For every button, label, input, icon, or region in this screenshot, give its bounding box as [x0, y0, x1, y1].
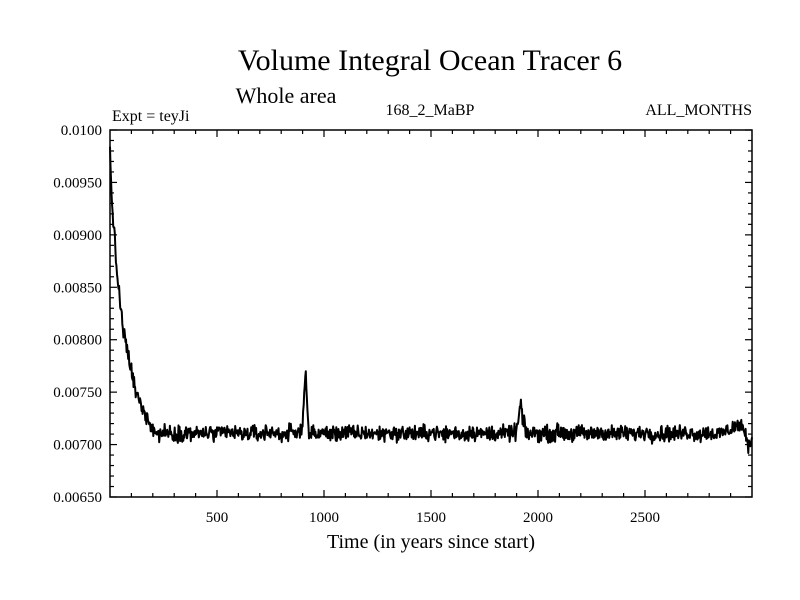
- y-tick-label: 0.00950: [53, 175, 102, 191]
- plot-frame: [109, 129, 753, 498]
- experiment-label: Expt = teyJi: [112, 108, 190, 125]
- y-tick-label: 0.00650: [53, 490, 102, 506]
- y-tick-label: 0.00900: [53, 228, 102, 244]
- x-tick-label: 1000: [309, 510, 339, 526]
- y-tick-label: 0.00750: [53, 385, 102, 401]
- x-axis-label: Time (in years since start): [327, 531, 535, 553]
- series-line: [109, 146, 753, 454]
- chart-subtitle: Whole area: [236, 83, 337, 108]
- x-tick-label: 2000: [523, 510, 553, 526]
- x-tick-labels: 500 1000 1500 2000 2500: [206, 510, 660, 526]
- tick-marks: [110, 129, 752, 498]
- run-label: 168_2_MaBP: [386, 102, 475, 119]
- chart-title: Volume Integral Ocean Tracer 6: [238, 44, 622, 77]
- x-tick-label: 500: [206, 510, 229, 526]
- period-label: ALL_MONTHS: [645, 102, 752, 119]
- y-tick-label: 0.0100: [61, 123, 102, 139]
- y-tick-label: 0.00800: [53, 333, 102, 349]
- y-tick-label: 0.00850: [53, 280, 102, 296]
- x-tick-label: 2500: [630, 510, 660, 526]
- x-tick-label: 1500: [416, 510, 446, 526]
- y-tick-labels: 0.00650 0.00700 0.00750 0.00800 0.00850 0.009…: [53, 123, 102, 506]
- y-tick-label: 0.00700: [53, 438, 102, 454]
